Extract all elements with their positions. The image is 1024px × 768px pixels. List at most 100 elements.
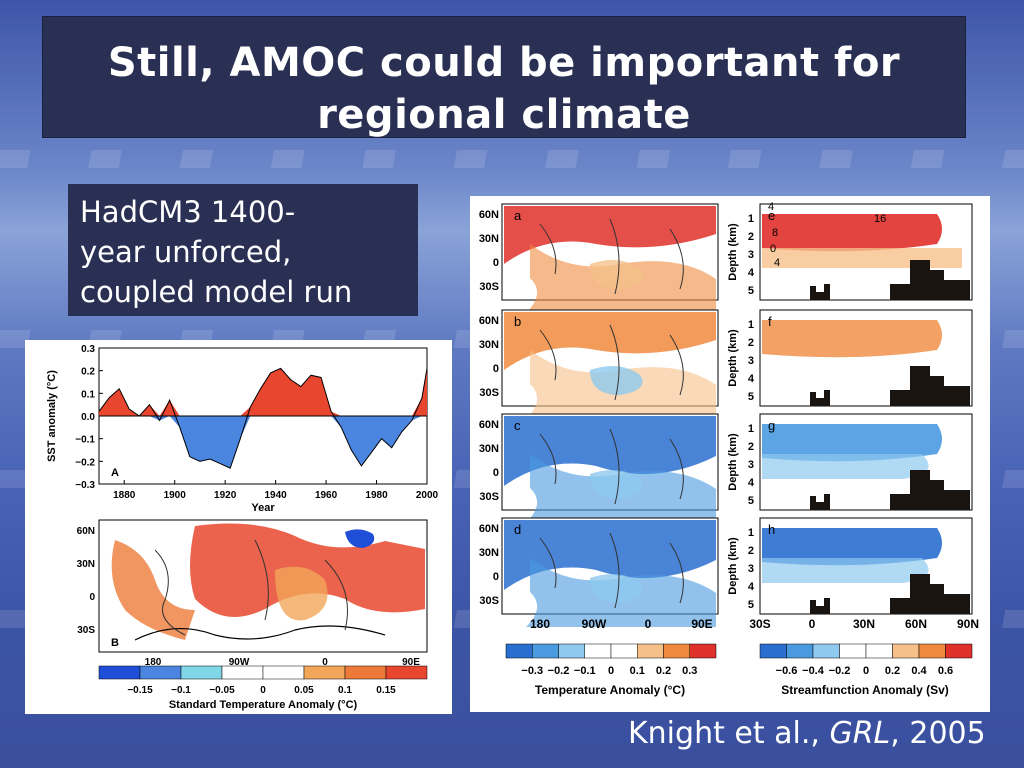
streamfunction-region (762, 424, 942, 462)
lat-tick-label: 0 (493, 363, 499, 375)
chart-a-panel-label: A (111, 467, 119, 479)
colorbar-tick-label: −0.05 (209, 685, 235, 696)
colorbar-tick-label: 0.15 (376, 685, 396, 696)
lat-axis-tick-label: 30N (853, 617, 875, 631)
figure-2-svg: a b c d e f g h 4 16 8 0 4 60N 30N 0 30S 1 2 3 4 5 Depth (km… (479, 201, 979, 697)
depth-axis-label: Depth (km) (727, 223, 739, 281)
streamfunction-region (762, 248, 962, 268)
depth-tick-label: 5 (748, 285, 754, 297)
colorbar-tick-label: 0.2 (656, 665, 671, 677)
lon-tick-label: 0 (322, 657, 328, 668)
temperature-map-panel-label: b (514, 314, 521, 329)
x-tick-label: 1920 (214, 490, 237, 501)
colorbar-swatch (139, 665, 182, 680)
depth-tick-label: 1 (748, 213, 754, 225)
depth-tick-label: 5 (748, 495, 754, 507)
colorbar-tick-label: 0 (863, 665, 869, 677)
colorbar-swatch (786, 643, 814, 659)
citation: Knight et al., GRL, 2005 (628, 716, 986, 751)
streamfunction-region (762, 320, 942, 358)
depth-tick-label: 5 (748, 599, 754, 611)
colorbar-tick-label: 0.1 (630, 665, 645, 677)
contour-label: 4 (768, 201, 774, 213)
colorbar-tick-label: −0.3 (521, 665, 543, 677)
streamfunction-region (762, 528, 942, 566)
depth-tick-label: 3 (748, 459, 754, 471)
contour-label: 16 (874, 213, 886, 225)
lat-tick-label: 60N (479, 209, 499, 221)
streamfunction-panel-label: e (768, 208, 775, 223)
colorbar-swatch (180, 665, 223, 680)
lat-tick-label: 60N (479, 315, 499, 327)
colorbar-tick-label: 0.1 (338, 685, 352, 696)
temperature-map-panel-label: d (514, 522, 521, 537)
subtitle-line-1: HadCM3 1400- (80, 195, 296, 229)
depth-tick-label: 1 (748, 527, 754, 539)
positive-anomaly-area (99, 368, 427, 416)
lat-tick-label: 30N (479, 339, 499, 351)
title-line-1: Still, AMOC could be important for (107, 40, 901, 86)
lat-tick-label: 0 (493, 467, 499, 479)
temperature-map-region (504, 312, 716, 370)
lat-axis-tick-label: 90N (957, 617, 979, 631)
colorbar-tick-label: −0.1 (171, 685, 191, 696)
colorbar-tick-label: −0.2 (548, 665, 570, 677)
x-tick-label: 1940 (264, 490, 287, 501)
colorbar-swatch (839, 643, 867, 659)
colorbar-tick-label: −0.6 (776, 665, 798, 677)
lat-tick-label: 30N (479, 443, 499, 455)
colorbar-tick-label: −0.15 (127, 685, 153, 696)
lat-tick-label: 0 (89, 592, 95, 603)
depth-tick-label: 2 (748, 545, 754, 557)
lat-axis-tick-label: 30S (749, 617, 770, 631)
map-b-colorbar-label: Standard Temperature Anomaly (°C) (169, 699, 358, 711)
figure-1-svg: 0.3 0.2 0.1 0.0 −0.1 −0.2 −0.3 1880 1900 1920 194… (46, 344, 439, 711)
colorbar-swatch (759, 643, 787, 659)
colorbar-swatch (221, 665, 264, 680)
depth-tick-label: 2 (748, 231, 754, 243)
temperature-map-region (590, 366, 643, 395)
temperature-maps: a b c d (501, 203, 719, 627)
y-tick-label: 0.2 (81, 367, 95, 378)
streamfunction-region (762, 558, 929, 583)
colorbar-swatch (812, 643, 840, 659)
map-b-colorbar (98, 665, 428, 680)
slide-title: Still, AMOC could be important for regio… (43, 37, 965, 141)
citation-journal: GRL (829, 716, 891, 751)
coastline (539, 532, 684, 609)
colorbar-swatch (303, 665, 346, 680)
citation-authors: Knight et al., (628, 716, 830, 751)
colorbar-swatch (892, 643, 920, 659)
lat-tick-label: 30S (77, 625, 95, 636)
colorbar-swatch (610, 643, 638, 659)
y-tick-label: 0.0 (81, 412, 95, 423)
lat-axis-tick-label: 60N (905, 617, 927, 631)
streamfunction-colorbar: −0.6 −0.4 −0.2 0 0.2 0.4 0.6 (759, 643, 973, 677)
lat-axis-tick-label: 0 (809, 617, 816, 631)
lat-tick-label: 30N (479, 547, 499, 559)
lon-tick-label: 180 (530, 617, 550, 631)
depth-axis-label: Depth (km) (727, 537, 739, 595)
slide-title-box: Still, AMOC could be important for regio… (42, 16, 966, 138)
y-tick-label: −0.1 (75, 435, 95, 446)
colorbar-tick-label: 0.2 (885, 665, 900, 677)
colorbar-swatch (558, 643, 585, 659)
depth-tick-label: 3 (748, 355, 754, 367)
colorbar-swatch (584, 643, 612, 659)
contour-label: 8 (772, 227, 778, 239)
x-tick-label: 1880 (113, 490, 136, 501)
ocean-floor (810, 260, 970, 300)
y-tick-label: −0.3 (75, 480, 95, 491)
subtitle-line-2: year unforced, (80, 235, 292, 269)
temperature-colorbar-label: Temperature Anomaly (°C) (535, 683, 685, 697)
streamfunction-region (762, 454, 929, 479)
anomaly-line (98, 367, 428, 469)
depth-tick-label: 4 (748, 477, 755, 489)
coastline (539, 218, 684, 295)
streamfunction-panel-label: f (768, 314, 772, 329)
colorbar-tick-label: −0.2 (829, 665, 851, 677)
temperature-map-region (504, 416, 716, 486)
colorbar-swatch (865, 643, 893, 659)
lat-tick-label: 0 (493, 257, 499, 269)
temperature-map-region (504, 206, 716, 264)
